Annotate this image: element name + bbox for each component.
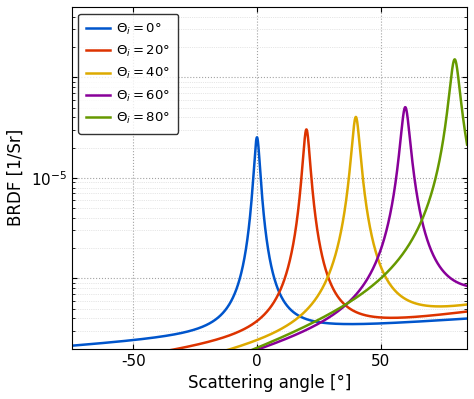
$\Theta_i=80°$ <box>320 315 326 320</box>
$\Theta_i=60°$ <box>303 328 309 333</box>
$\Theta_i=40°$ <box>212 351 218 356</box>
$\Theta_i=80°$ <box>303 324 309 329</box>
Line: $\Theta_i=40°$: $\Theta_i=40°$ <box>72 117 467 388</box>
$\Theta_i=0°$ <box>320 320 326 325</box>
$\Theta_i=20°$ <box>464 309 470 314</box>
$\Theta_i=80°$ <box>452 57 457 62</box>
$\Theta_i=40°$ <box>303 308 309 313</box>
$\Theta_i=0°$ <box>69 343 74 348</box>
$\Theta_i=20°$ <box>212 338 218 342</box>
$\Theta_i=20°$ <box>383 315 389 320</box>
$\Theta_i=40°$ <box>464 302 470 307</box>
$\Theta_i=0°$ <box>464 316 470 321</box>
$\Theta_i=40°$ <box>69 386 74 391</box>
$\Theta_i=60°$ <box>383 230 389 235</box>
Line: $\Theta_i=80°$: $\Theta_i=80°$ <box>72 59 467 399</box>
Line: $\Theta_i=20°$: $\Theta_i=20°$ <box>72 129 467 367</box>
$\Theta_i=0°$ <box>362 322 368 326</box>
$\Theta_i=20°$ <box>303 127 309 132</box>
$\Theta_i=0°$ <box>303 316 309 321</box>
$\Theta_i=80°$ <box>383 271 389 276</box>
$\Theta_i=60°$ <box>464 283 470 288</box>
$\Theta_i=40°$ <box>320 285 326 290</box>
$\Theta_i=40°$ <box>383 275 389 280</box>
Legend: $\Theta_i=0°$, $\Theta_i=20°$, $\Theta_i=40°$, $\Theta_i=60°$, $\Theta_i=80°$: $\Theta_i=0°$, $\Theta_i=20°$, $\Theta_i… <box>78 14 178 134</box>
$\Theta_i=80°$ <box>212 362 218 367</box>
$\Theta_i=60°$ <box>362 280 368 285</box>
$\Theta_i=40°$ <box>89 381 94 386</box>
X-axis label: Scattering angle [°]: Scattering angle [°] <box>188 374 351 392</box>
$\Theta_i=20°$ <box>303 129 309 134</box>
$\Theta_i=20°$ <box>69 364 74 369</box>
Line: $\Theta_i=60°$: $\Theta_i=60°$ <box>72 107 467 399</box>
$\Theta_i=40°$ <box>353 115 359 119</box>
Y-axis label: BRDF [1/Sr]: BRDF [1/Sr] <box>7 129 25 226</box>
$\Theta_i=20°$ <box>89 361 94 366</box>
$\Theta_i=60°$ <box>402 105 408 110</box>
Line: $\Theta_i=0°$: $\Theta_i=0°$ <box>72 137 467 346</box>
$\Theta_i=80°$ <box>464 142 470 147</box>
$\Theta_i=60°$ <box>89 398 94 399</box>
$\Theta_i=60°$ <box>212 361 218 366</box>
$\Theta_i=80°$ <box>362 289 368 294</box>
$\Theta_i=40°$ <box>362 192 368 197</box>
$\Theta_i=60°$ <box>320 319 326 324</box>
$\Theta_i=20°$ <box>362 313 368 318</box>
$\Theta_i=0°$ <box>254 135 260 140</box>
$\Theta_i=0°$ <box>383 321 389 326</box>
$\Theta_i=0°$ <box>212 318 218 322</box>
$\Theta_i=0°$ <box>89 342 94 346</box>
$\Theta_i=20°$ <box>320 257 326 262</box>
